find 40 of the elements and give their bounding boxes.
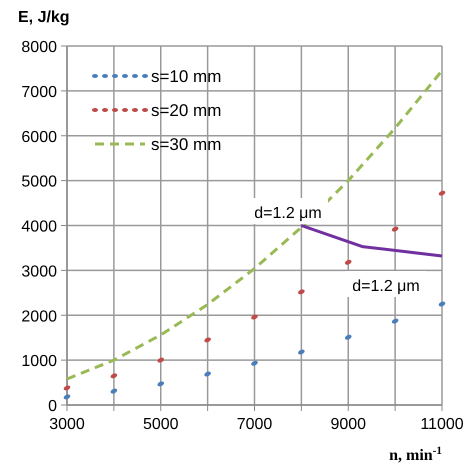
point <box>344 334 352 340</box>
annotation: d=1.2 μm <box>352 278 420 295</box>
y-tick-label: 1000 <box>21 353 58 370</box>
point <box>110 388 118 394</box>
x-tick-label: 7000 <box>236 416 272 433</box>
point <box>251 314 258 320</box>
x-tick-label: 3000 <box>49 416 85 433</box>
point <box>157 358 164 363</box>
point <box>110 373 118 378</box>
point <box>157 381 164 386</box>
point <box>204 372 211 377</box>
legend-label: s=20 mm <box>151 101 222 120</box>
y-tick-label: 5000 <box>21 174 58 191</box>
y-tick-label: 4000 <box>21 218 58 236</box>
point <box>298 350 305 355</box>
x-tick-label: 11000 <box>420 416 464 433</box>
y-axis-title: E, J/kg <box>18 9 70 26</box>
point <box>298 289 305 294</box>
point <box>251 360 258 366</box>
x-axis-title: n, min$^{-1}$ <box>389 445 442 464</box>
point <box>204 337 211 342</box>
point <box>438 190 446 196</box>
line-series <box>66 69 444 380</box>
point <box>392 318 398 324</box>
point <box>64 385 70 390</box>
y-tick-label: 0 <box>48 398 58 415</box>
point <box>344 260 352 265</box>
y-tick-label: 3000 <box>21 263 58 280</box>
annotation: d=1.2 μm <box>254 205 322 222</box>
y-tick-label: 2000 <box>21 308 58 326</box>
y-tick-label: 6000 <box>21 128 58 146</box>
x-tick-label: 9000 <box>330 416 366 433</box>
legend-label: s=10 mm <box>151 67 222 86</box>
x-tick-label: 5000 <box>142 416 179 433</box>
y-tick-label: 7000 <box>21 84 58 101</box>
point <box>438 302 446 307</box>
point <box>392 226 398 232</box>
legend-label: s=30 mm <box>151 135 222 154</box>
point <box>64 394 70 400</box>
y-tick-label: 8000 <box>21 39 58 56</box>
